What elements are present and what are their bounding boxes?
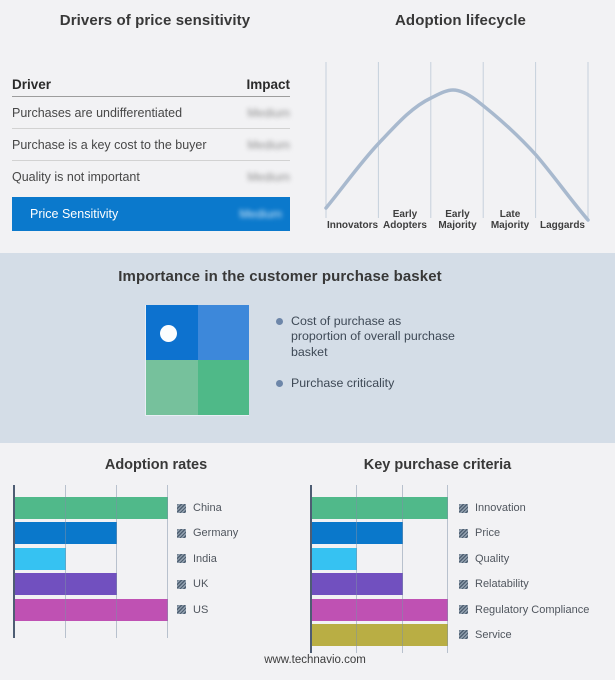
lifecycle-dividers (325, 62, 589, 218)
adoption-rates-chart (13, 485, 168, 638)
stage-label-early-majority: Early Majority (438, 209, 477, 232)
legend-item-innovation: Innovation (459, 497, 589, 519)
quadrant-top-right (197, 305, 249, 360)
drivers-table-header: Driver Impact (12, 64, 290, 97)
bell-curve (324, 88, 590, 222)
legend-label: US (193, 603, 209, 616)
legend-label: Service (475, 628, 512, 641)
legend-label: India (193, 552, 217, 565)
bar-relatability (312, 573, 403, 596)
hatched-swatch-icon (177, 554, 186, 564)
bar-india (15, 547, 66, 570)
bar-regulatory-compliance (312, 598, 448, 621)
legend-item-quality: Quality (459, 548, 589, 570)
gridline (401, 485, 403, 653)
impact-cell-blurred: Medium (239, 207, 282, 221)
legend-label: Innovation (475, 502, 526, 514)
gridline (167, 485, 168, 638)
driver-cell: Purchases are undifferentiated (12, 105, 183, 120)
price-sensitivity-highlight-row: Price Sensitivity Medium (12, 197, 290, 231)
gridline (447, 485, 448, 653)
stage-label-innovators: Innovators (326, 220, 379, 232)
legend-label: UK (193, 578, 209, 591)
bar-price (312, 522, 403, 545)
bar-quality (312, 547, 358, 570)
basket-panel-title: Importance in the customer purchase bask… (118, 268, 442, 285)
quadrant-bottom-right (197, 360, 249, 415)
legend-label: Regulatory Compliance (475, 603, 590, 616)
basket-bullet-list: Cost of purchase as proportion of overal… (276, 314, 458, 392)
stage-label-early-adopters: Early Adopters (383, 209, 427, 232)
purchase-criteria-title: Key purchase criteria (363, 457, 512, 473)
legend-label: Price (475, 527, 501, 540)
hatched-swatch-icon (177, 503, 186, 513)
gridline (116, 485, 117, 638)
lifecycle-curve-svg (324, 62, 590, 222)
impact-column-header: Impact (246, 77, 290, 92)
driver-cell: Quality is not important (12, 169, 140, 184)
bar-service (312, 624, 448, 646)
driver-cell: Purchase is a key cost to the buyer (12, 137, 207, 152)
legend-item-india: India (177, 548, 238, 570)
bullet-text: Purchase criticality (291, 376, 395, 391)
hatched-swatch-icon (177, 605, 186, 615)
legend-item-china: China (177, 497, 238, 519)
legend-label: Relatability (475, 578, 529, 591)
legend-item-relatability: Relatability (459, 573, 589, 595)
gridline (356, 485, 358, 653)
purchase-criteria-legend: Innovation Price Quality Relatability Regula… (459, 485, 589, 649)
table-row: Purchase is a key cost to the buyer Medi… (12, 129, 290, 161)
drivers-panel-title: Drivers of price sensitivity (59, 12, 251, 29)
quadrant-matrix (145, 305, 249, 416)
hatched-swatch-icon (459, 579, 468, 589)
impact-cell-blurred: Medium (247, 105, 290, 120)
hatched-swatch-icon (177, 528, 186, 538)
table-row: Quality is not important Medium (12, 161, 290, 192)
legend-label: Germany (193, 527, 239, 540)
legend-item-price: Price (459, 522, 589, 544)
stage-label-late-majority: Late Majority (490, 209, 530, 232)
website-url: www.technavio.com (264, 654, 366, 666)
bullet-text: Cost of purchase as proportion of overal… (291, 314, 455, 359)
legend-label: Quality (475, 552, 510, 565)
gridline (65, 485, 66, 638)
bar-germany (15, 522, 117, 545)
bullet-dot-icon (276, 380, 283, 388)
purchase-criteria-chart (310, 485, 448, 653)
legend-item-us: US (177, 599, 238, 621)
bar-innovation (312, 497, 448, 519)
legend-item-service: Service (459, 624, 589, 646)
bullet-item: Purchase criticality (276, 376, 458, 391)
bar-uk (15, 573, 117, 596)
drivers-table: Driver Impact Purchases are undifferenti… (12, 64, 290, 231)
driver-cell: Price Sensitivity (30, 207, 119, 221)
lifecycle-panel-title: Adoption lifecycle (395, 12, 526, 29)
driver-column-header: Driver (12, 77, 52, 92)
purchase-basket-band: Importance in the customer purchase bask… (0, 253, 615, 443)
legend-label: China (193, 502, 222, 514)
adoption-rates-title: Adoption rates (104, 457, 208, 473)
legend-item-uk: UK (177, 573, 238, 595)
hatched-swatch-icon (459, 605, 468, 615)
bullet-item: Cost of purchase as proportion of overal… (276, 314, 458, 360)
stage-label-laggards: Laggards (539, 220, 585, 232)
impact-cell-blurred: Medium (247, 137, 290, 152)
impact-cell-blurred: Medium (247, 169, 290, 184)
bullet-dot-icon (276, 318, 283, 325)
legend-item-regulatory-compliance: Regulatory Compliance (459, 599, 589, 621)
bar-us (15, 598, 168, 621)
bar-china (15, 497, 168, 519)
hatched-swatch-icon (459, 503, 468, 513)
hatched-swatch-icon (459, 554, 468, 564)
hatched-swatch-icon (459, 630, 468, 640)
hatched-swatch-icon (177, 579, 186, 589)
position-marker-dot (160, 325, 177, 342)
legend-item-germany: Germany (177, 522, 238, 544)
quadrant-bottom-left (146, 360, 198, 415)
hatched-swatch-icon (459, 528, 468, 538)
adoption-rates-legend: China Germany India UK US (177, 485, 238, 624)
table-row: Purchases are undifferentiated Medium (12, 97, 290, 129)
